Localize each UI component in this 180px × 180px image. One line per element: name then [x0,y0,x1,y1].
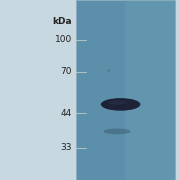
Text: 44: 44 [61,109,72,118]
Bar [76,0,175,180]
Text: kDa: kDa [52,17,72,26]
Ellipse shape [108,100,126,105]
Ellipse shape [101,98,140,111]
Bar [125,0,175,180]
Text: 33: 33 [60,143,72,152]
Text: 100: 100 [55,35,72,44]
Text: 70: 70 [60,68,72,76]
Ellipse shape [103,129,130,134]
